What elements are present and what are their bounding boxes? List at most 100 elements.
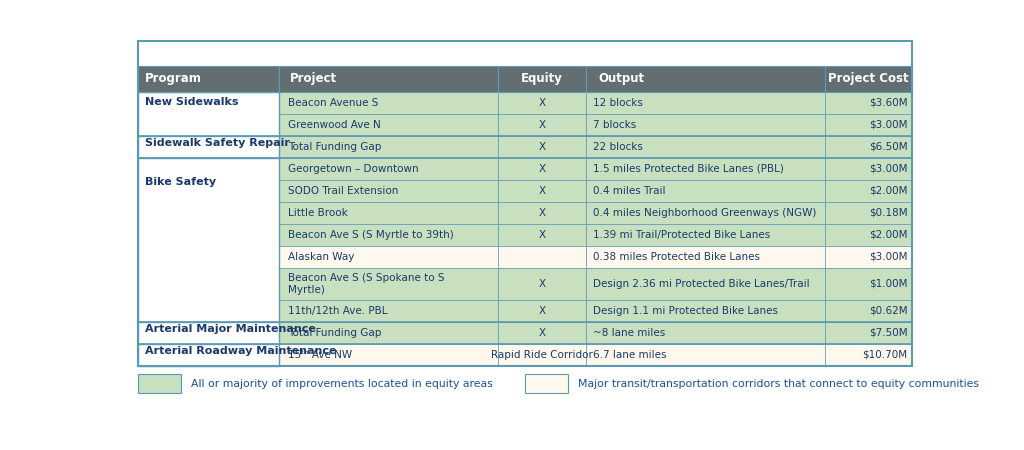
Bar [586, 322, 824, 344]
Bar [499, 300, 586, 322]
Bar [499, 92, 586, 114]
Bar [499, 158, 586, 180]
Bar [586, 268, 824, 300]
Bar [280, 180, 499, 202]
Bar [137, 300, 280, 322]
Text: X: X [539, 279, 546, 289]
Text: 11th/12th Ave. PBL: 11th/12th Ave. PBL [288, 306, 387, 316]
Text: Design 2.36 mi Protected Bike Lanes/Trail: Design 2.36 mi Protected Bike Lanes/Trai… [593, 279, 810, 289]
Text: Arterial Roadway Maintenance: Arterial Roadway Maintenance [144, 346, 336, 356]
Text: Alaskan Way: Alaskan Way [288, 252, 354, 262]
Text: 22 blocks: 22 blocks [593, 142, 643, 152]
Text: X: X [539, 98, 546, 108]
Bar [137, 92, 280, 114]
Text: X: X [539, 142, 546, 152]
Bar [137, 246, 280, 268]
Text: 0.4 miles Neighborhood Greenways (NGW): 0.4 miles Neighborhood Greenways (NGW) [593, 208, 816, 218]
Text: X: X [539, 328, 546, 338]
Bar [137, 66, 280, 92]
Text: 15ᵗʰ Ave NW: 15ᵗʰ Ave NW [288, 350, 352, 360]
Bar [280, 344, 499, 366]
Text: X: X [539, 306, 546, 316]
Text: Equity: Equity [521, 72, 563, 86]
Text: Little Brook: Little Brook [288, 208, 348, 218]
Bar [137, 322, 280, 344]
Bar [586, 92, 824, 114]
Bar [137, 135, 280, 157]
Text: 6.7 lane miles: 6.7 lane miles [593, 350, 667, 360]
Bar [280, 224, 499, 246]
Bar [586, 114, 824, 135]
Text: 12 blocks: 12 blocks [593, 98, 643, 108]
Bar [137, 114, 280, 135]
Text: 7 blocks: 7 blocks [593, 120, 636, 130]
Text: Bike Safety: Bike Safety [144, 177, 216, 187]
Bar [586, 246, 824, 268]
Text: Myrtle): Myrtle) [288, 284, 325, 295]
Bar [280, 202, 499, 224]
Bar [586, 180, 824, 202]
Text: Total Funding Gap: Total Funding Gap [288, 328, 381, 338]
Bar [137, 322, 280, 344]
Bar [824, 246, 912, 268]
Text: $0.18M: $0.18M [869, 208, 907, 218]
Text: Project: Project [290, 72, 337, 86]
Bar [137, 268, 280, 300]
Bar [280, 322, 499, 344]
Text: Arterial Major Maintenance: Arterial Major Maintenance [144, 324, 315, 334]
Text: New Sidewalks: New Sidewalks [144, 97, 239, 107]
Text: All or majority of improvements located in equity areas: All or majority of improvements located … [190, 379, 493, 389]
Bar [824, 92, 912, 114]
Text: 1.5 miles Protected Bike Lanes (PBL): 1.5 miles Protected Bike Lanes (PBL) [593, 164, 784, 174]
Text: SODO Trail Extension: SODO Trail Extension [288, 186, 398, 196]
Text: $3.00M: $3.00M [869, 252, 907, 262]
Text: $3.00M: $3.00M [869, 164, 907, 174]
Bar [499, 180, 586, 202]
Bar [586, 158, 824, 180]
Text: $0.62M: $0.62M [869, 306, 907, 316]
Bar [137, 158, 280, 180]
Text: 0.38 miles Protected Bike Lanes: 0.38 miles Protected Bike Lanes [593, 252, 760, 262]
Bar [499, 268, 586, 300]
Text: X: X [539, 208, 546, 218]
Bar [824, 224, 912, 246]
Bar [824, 158, 912, 180]
Text: Design 1.1 mi Protected Bike Lanes: Design 1.1 mi Protected Bike Lanes [593, 306, 778, 316]
Text: Georgetown – Downtown: Georgetown – Downtown [288, 164, 419, 174]
Text: $1.00M: $1.00M [869, 279, 907, 289]
Bar [824, 135, 912, 157]
Bar [280, 66, 499, 92]
Text: X: X [539, 120, 546, 130]
Bar [137, 158, 280, 322]
Bar [137, 135, 280, 157]
Bar [499, 202, 586, 224]
Bar [499, 114, 586, 135]
Bar [824, 300, 912, 322]
Text: Program: Program [144, 72, 202, 86]
Bar [499, 246, 586, 268]
Bar [586, 202, 824, 224]
Text: $6.50M: $6.50M [869, 142, 907, 152]
Bar [499, 135, 586, 157]
Bar [280, 300, 499, 322]
Text: X: X [539, 164, 546, 174]
Bar [586, 224, 824, 246]
Bar [137, 202, 280, 224]
Bar [280, 246, 499, 268]
Bar [524, 374, 568, 393]
Bar [824, 114, 912, 135]
Bar [137, 180, 280, 202]
Text: Rapid Ride Corridor: Rapid Ride Corridor [492, 350, 593, 360]
Text: $2.00M: $2.00M [869, 230, 907, 240]
Bar [586, 300, 824, 322]
Bar [824, 180, 912, 202]
Text: $3.60M: $3.60M [869, 98, 907, 108]
Text: Greenwood Ave N: Greenwood Ave N [288, 120, 381, 130]
Text: $7.50M: $7.50M [869, 328, 907, 338]
Text: $3.00M: $3.00M [869, 120, 907, 130]
Text: Project Cost: Project Cost [828, 72, 908, 86]
Text: $10.70M: $10.70M [862, 350, 907, 360]
Text: Beacon Avenue S: Beacon Avenue S [288, 98, 379, 108]
Text: Major transit/transportation corridors that connect to equity communities: Major transit/transportation corridors t… [578, 379, 979, 389]
Bar [280, 92, 499, 114]
